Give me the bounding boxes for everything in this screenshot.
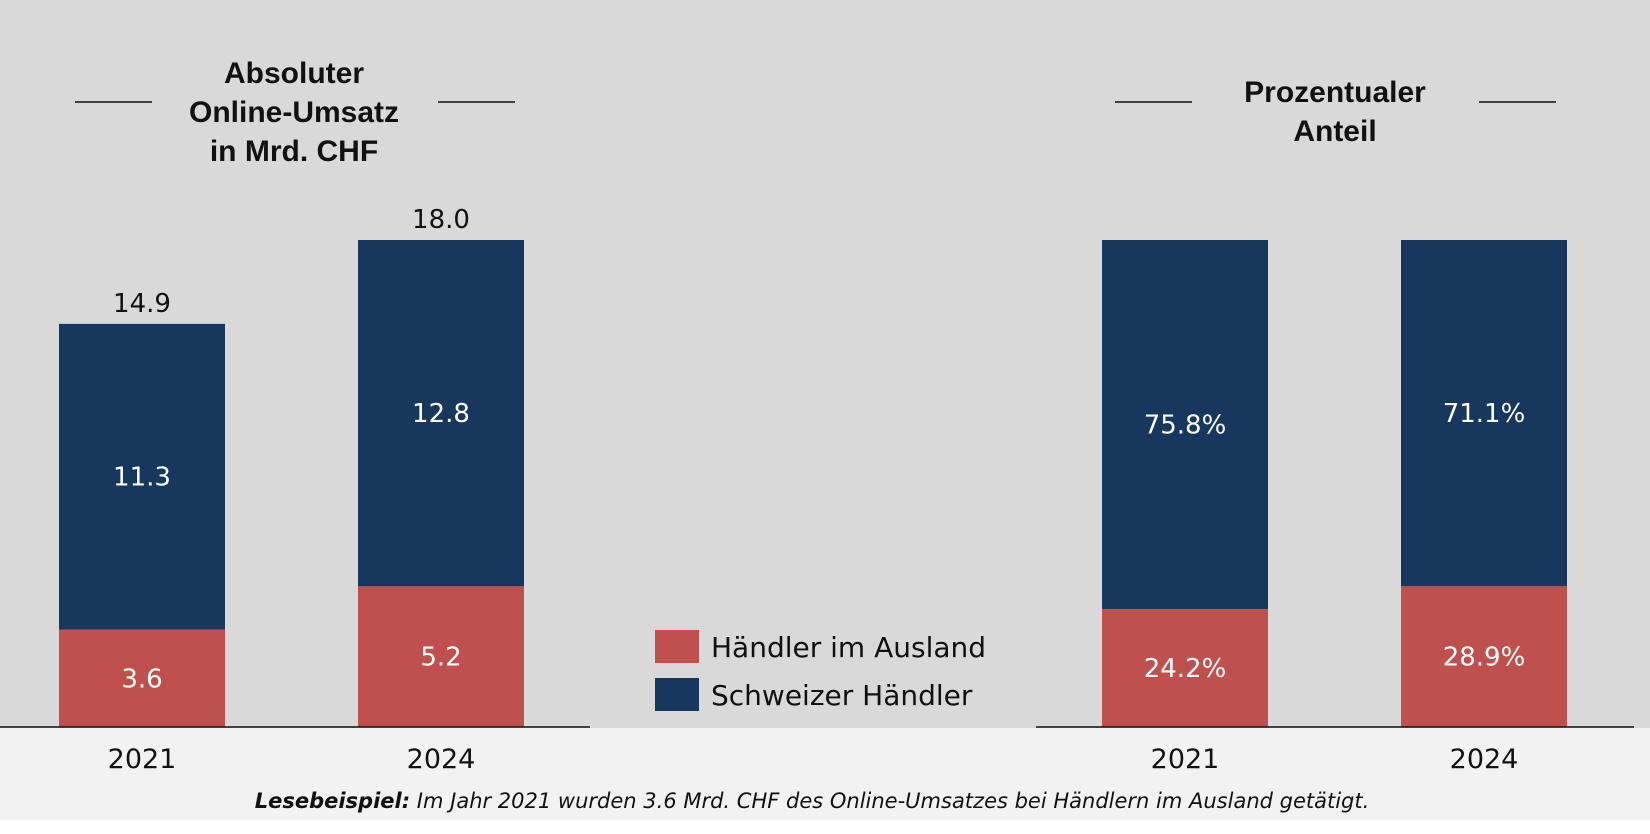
- legend-label: Händler im Ausland: [711, 631, 986, 664]
- chart-background: [0, 0, 1650, 728]
- legend-swatch: [655, 678, 699, 711]
- bar-segment-swiss: [358, 240, 524, 587]
- bar-segment-swiss: [1102, 240, 1268, 610]
- bar-segment-foreign: [59, 629, 225, 727]
- legend-swatch: [655, 630, 699, 663]
- x-tick-label: 2021: [1151, 744, 1220, 775]
- data-label: 28.9%: [1443, 643, 1526, 673]
- panel-title-line: Absoluter: [224, 57, 364, 90]
- data-label: 12.8: [412, 399, 470, 429]
- data-label: 5.2: [420, 643, 461, 673]
- data-label: 24.2%: [1144, 654, 1227, 684]
- footnote-text: Im Jahr 2021 wurden 3.6 Mrd. CHF des Onl…: [410, 789, 1369, 813]
- panel-title-line: Anteil: [1293, 115, 1376, 148]
- bar-segment-swiss: [59, 323, 225, 630]
- panel-title-line: in Mrd. CHF: [210, 135, 378, 168]
- legend-label: Schweizer Händler: [711, 679, 973, 712]
- data-label: 11.3: [113, 463, 171, 493]
- panel-title-line: Prozentualer: [1244, 76, 1426, 109]
- bar-segment-foreign: [1401, 586, 1567, 727]
- chart-panel-2: Prozentualer Anteil 24.2% 75.8% 2021 28.9% 71.…: [1036, 76, 1634, 775]
- data-label: 71.1%: [1443, 399, 1526, 429]
- total-label: 18.0: [412, 205, 470, 235]
- footnote: Lesebeispiel: Im Jahr 2021 wurden 3.6 Mr…: [255, 789, 1370, 813]
- footer-background: [0, 728, 1650, 820]
- x-tick-label: 2021: [108, 744, 177, 775]
- bar-segment-foreign: [358, 586, 524, 727]
- data-label: 75.8%: [1144, 411, 1227, 441]
- legend: Händler im Ausland Schweizer Händler: [655, 630, 986, 712]
- bar-segment-foreign: [1102, 609, 1268, 727]
- footnote-bold: Lesebeispiel:: [255, 789, 410, 813]
- total-label: 14.9: [113, 289, 171, 319]
- x-tick-label: 2024: [407, 744, 476, 775]
- chart-panel-1: Absoluter Online-Umsatz in Mrd. CHF 3.6 11.3…: [0, 57, 590, 775]
- data-label: 3.6: [121, 664, 162, 694]
- x-tick-label: 2024: [1450, 744, 1519, 775]
- panel-title-line: Online-Umsatz: [189, 96, 399, 129]
- bar-segment-swiss: [1401, 240, 1567, 587]
